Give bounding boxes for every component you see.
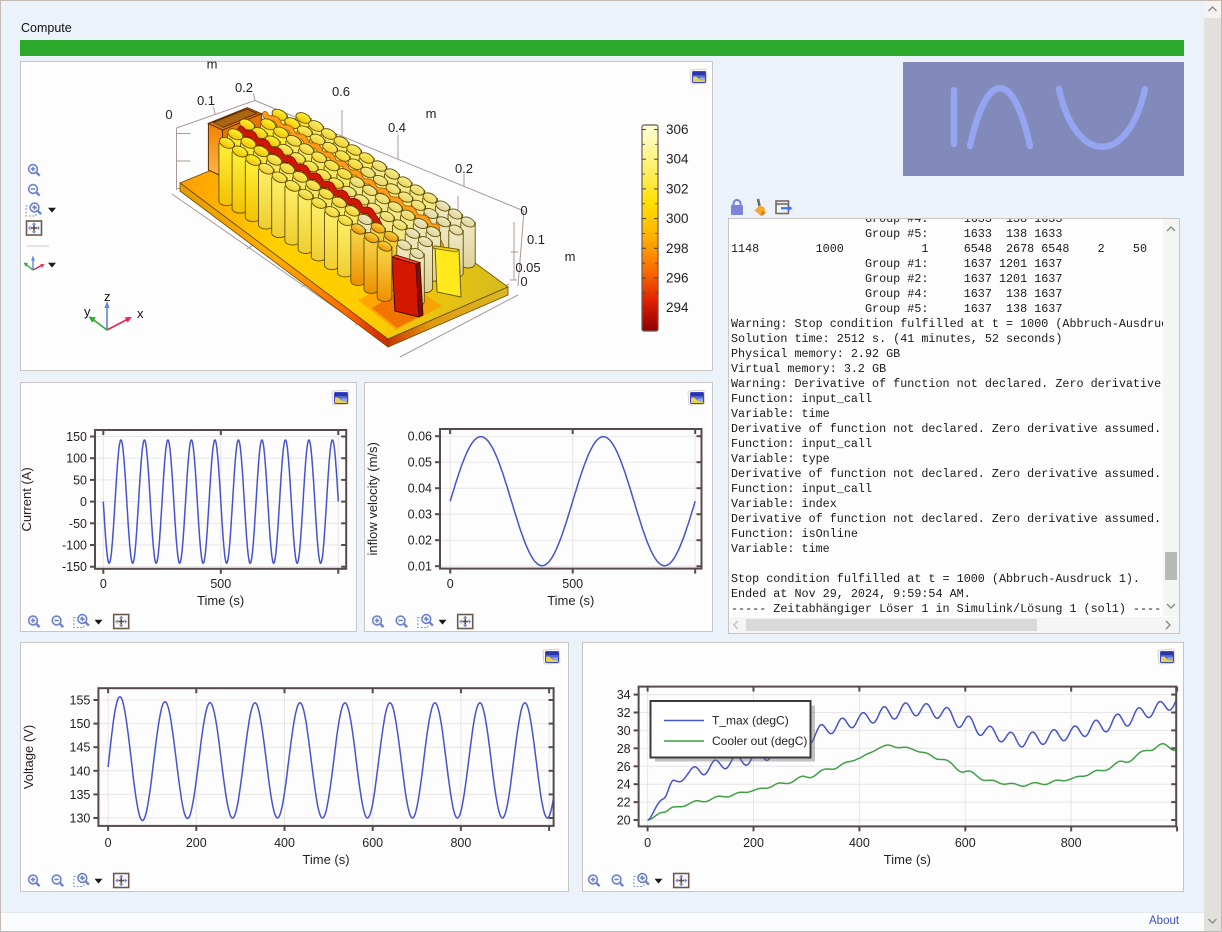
svg-text:0.6: 0.6 <box>332 84 350 99</box>
svg-text:y: y <box>84 304 91 319</box>
svg-text:0.1: 0.1 <box>527 232 545 247</box>
svg-text:0.1: 0.1 <box>197 93 215 108</box>
svg-text:304: 304 <box>666 152 689 167</box>
svg-text:m: m <box>207 61 218 72</box>
svg-text:0: 0 <box>520 203 527 218</box>
svg-text:296: 296 <box>666 271 689 286</box>
svg-text:m: m <box>426 106 437 121</box>
svg-text:0: 0 <box>165 107 172 122</box>
svg-text:300: 300 <box>666 211 689 226</box>
svg-text:m: m <box>565 249 576 264</box>
svg-text:x: x <box>137 306 144 321</box>
svg-text:294: 294 <box>666 300 689 315</box>
svg-text:0.2: 0.2 <box>455 161 473 176</box>
svg-text:302: 302 <box>666 181 689 196</box>
svg-text:0.4: 0.4 <box>388 120 406 135</box>
svg-text:z: z <box>104 289 111 304</box>
svg-text:306: 306 <box>666 122 689 137</box>
svg-text:298: 298 <box>666 241 689 256</box>
svg-text:0.2: 0.2 <box>235 80 253 95</box>
svg-text:0: 0 <box>520 274 527 289</box>
svg-text:0.05: 0.05 <box>515 260 540 275</box>
